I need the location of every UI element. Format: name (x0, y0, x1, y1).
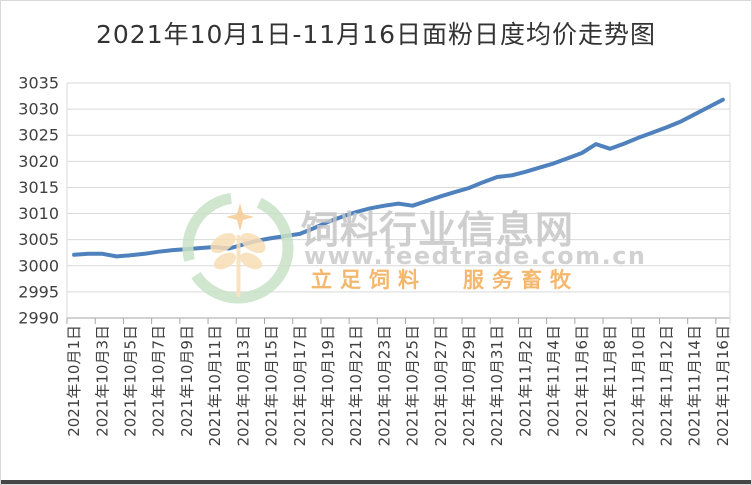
x-tick-label: 2021年10月13日 (234, 325, 252, 446)
y-tick-label: 3000 (18, 256, 59, 275)
x-tick-label: 2021年10月19日 (319, 325, 337, 446)
x-tick-label: 2021年10月25日 (404, 325, 422, 446)
y-tick-label: 3015 (18, 178, 59, 197)
x-tick-label: 2021年11月16日 (714, 325, 732, 446)
y-tick-label: 2995 (18, 282, 59, 301)
x-tick-label: 2021年11月2日 (516, 325, 534, 437)
y-tick-label: 3025 (18, 126, 59, 145)
y-axis-labels: 2990 2995 3000 3005 3010 3015 3020 3025 3030 3035 (18, 74, 59, 328)
y-tick-label: 3005 (18, 230, 59, 249)
x-tick-label: 2021年10月23日 (375, 325, 393, 446)
x-tick-label: 2021年10月7日 (150, 325, 168, 437)
y-tick-label: 3010 (18, 204, 59, 223)
x-tick-label: 2021年10月27日 (432, 325, 450, 446)
x-tick-label: 2021年10月29日 (460, 325, 478, 446)
y-tick-label: 2990 (18, 309, 59, 328)
x-tick-label: 2021年10月21日 (347, 325, 365, 446)
y-tick-label: 3020 (18, 152, 59, 171)
x-tick-label: 2021年11月4日 (545, 325, 563, 437)
x-tick-label: 2021年11月8日 (601, 325, 619, 437)
x-tick-label: 2021年11月12日 (658, 325, 676, 446)
x-tick-label: 2021年11月14日 (686, 325, 704, 446)
window-bottom-edge (1, 480, 751, 484)
x-axis-labels: 2021年10月1日 2021年10月3日 2021年10月5日 2021年10月7日… (65, 325, 732, 446)
x-tick-label: 2021年10月9日 (178, 325, 196, 437)
gridlines (67, 82, 730, 319)
x-tick-label: 2021年11月10日 (629, 325, 647, 446)
x-tick-label: 2021年10月17日 (291, 325, 309, 446)
x-tick-label: 2021年10月1日 (65, 325, 83, 437)
x-tick-label: 2021年10月11日 (206, 325, 224, 446)
y-tick-label: 3035 (18, 74, 59, 93)
chart-title: 2021年10月1日-11月16日面粉日度均价走势图 (96, 20, 656, 49)
x-tick-label: 2021年10月3日 (93, 325, 111, 437)
price-line (72, 97, 725, 259)
y-tick-label: 3030 (18, 100, 59, 119)
x-tick-label: 2021年10月5日 (121, 325, 139, 437)
x-tick-label: 2021年10月31日 (488, 325, 506, 446)
x-axis-ticks (66, 318, 717, 324)
x-tick-label: 2021年11月6日 (573, 325, 591, 437)
x-tick-label: 2021年10月15日 (263, 325, 281, 446)
